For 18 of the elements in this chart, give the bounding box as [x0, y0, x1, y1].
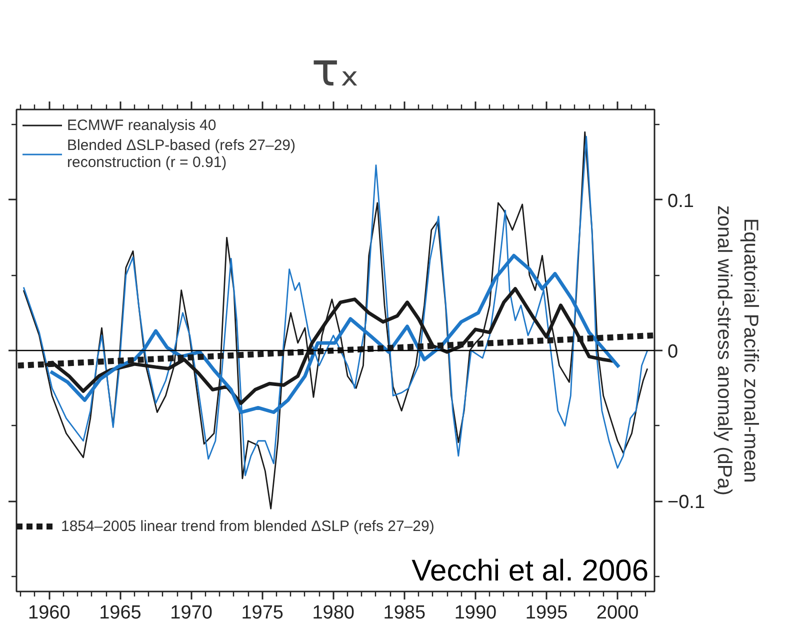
- x-tick-label: 1960: [28, 602, 70, 624]
- legend-label: ECMWF reanalysis 40: [67, 116, 216, 134]
- x-tick-label: 1965: [99, 602, 142, 624]
- y-tick-label: 0.1: [668, 190, 694, 212]
- x-tick-label: 1985: [383, 602, 426, 624]
- y-axis-title: Equatorial Pacific zonal-mean zonal wind-stress anomaly (dPa): [713, 205, 762, 496]
- x-tick-label: 1970: [170, 602, 212, 624]
- x-tick-label: 1995: [525, 602, 568, 624]
- chart-title: τₓ: [311, 42, 360, 96]
- x-tick-label: 1980: [312, 602, 355, 624]
- x-tick-label: 1975: [241, 602, 284, 624]
- x-tick-label: 1990: [454, 602, 497, 624]
- legend-label: 1854–2005 linear trend from blended ΔSLP (refs 27–29): [61, 518, 434, 534]
- x-tick-label: 2000: [596, 602, 639, 624]
- annotation: Vecchi et al. 2006: [412, 554, 649, 588]
- legend-label: Blended ΔSLP-based (refs 27–29) reconstruction (r = 0.91): [67, 137, 296, 171]
- y-tick-label: 0: [668, 342, 678, 362]
- y-tick-label: −0.1: [668, 492, 706, 514]
